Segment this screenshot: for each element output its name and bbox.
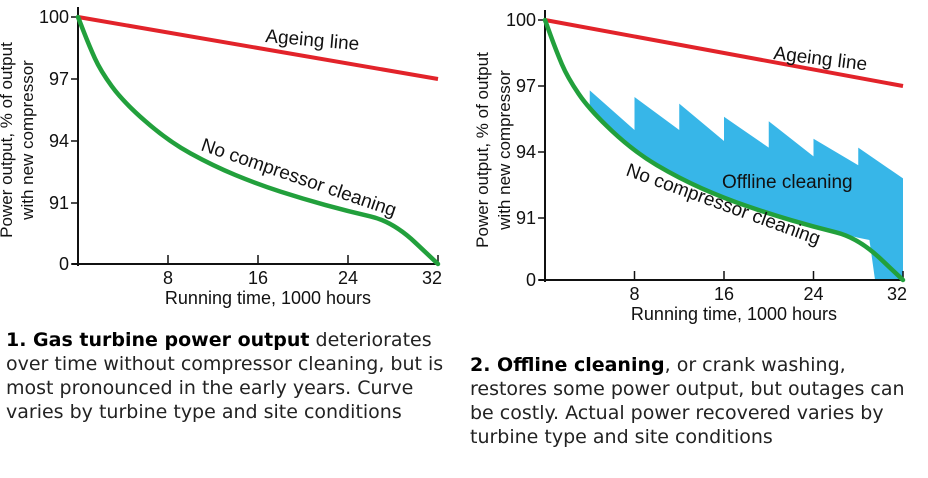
x-axis-title: Running time, 1000 hours [165, 288, 371, 308]
y-tick-label-0: 0 [59, 254, 69, 274]
no-compressor-cleaning-curve [75, 14, 441, 267]
y-tick-label-94: 94 [49, 131, 69, 151]
offline-cleaning-area [589, 90, 903, 281]
no-compressor-cleaning-label: No compressor cleaning [198, 135, 399, 222]
y-axis-title-line-2: with new compressor [18, 60, 37, 221]
y-tick-label-97: 97 [49, 69, 69, 89]
caption-2-body: , or crank washing, restores some power … [470, 354, 905, 448]
y-axis-title-line-1: Power output, % of output [0, 42, 16, 238]
x-tick-label-24: 24 [803, 284, 823, 304]
y-tick-label-91: 91 [49, 193, 69, 213]
x-tick-label-8: 8 [163, 268, 173, 288]
y-tick-label-91: 91 [516, 208, 536, 228]
caption-2-heading: 2. Offline cleaning [470, 354, 665, 376]
x-tick-label-8: 8 [629, 284, 639, 304]
x-tick-label-32: 32 [887, 284, 907, 304]
y-tick-label-0: 0 [526, 270, 536, 290]
no-compressor-cleaning-curve [542, 17, 906, 283]
ageing-line [77, 15, 439, 81]
y-axis-title-line-1: Power output, % of output [473, 52, 492, 248]
caption-chart-1: 1. Gas turbine power output deteriorates… [6, 328, 446, 424]
x-tick-label-32: 32 [422, 268, 442, 288]
y-axis-title-line-2: with new compressor [495, 70, 514, 231]
chart-gas-turbine-output: 100 97 94 91 0 8 16 24 32 Running time, 1000 hour… [0, 7, 442, 308]
x-axis-title: Running time, 1000 hours [631, 304, 837, 324]
y-tick-label-100: 100 [39, 7, 69, 27]
offline-cleaning-label: Offline cleaning [722, 172, 853, 193]
ageing-line [544, 18, 904, 88]
x-tick-label-24: 24 [338, 268, 358, 288]
y-tick-label-94: 94 [516, 142, 536, 162]
caption-1-heading: 1. Gas turbine power output [6, 329, 310, 351]
x-tick-label-16: 16 [248, 268, 268, 288]
y-tick-label-100: 100 [506, 10, 536, 30]
y-tick-label-97: 97 [516, 76, 536, 96]
chart-offline-cleaning: 100 97 94 91 0 8 16 24 32 Running time, 1000 hour… [473, 10, 907, 324]
caption-chart-2: 2. Offline cleaning, or crank washing, r… [470, 353, 920, 449]
x-tick-label-16: 16 [714, 284, 734, 304]
caption-1-body: deteriorates over time without compresso… [6, 329, 444, 423]
